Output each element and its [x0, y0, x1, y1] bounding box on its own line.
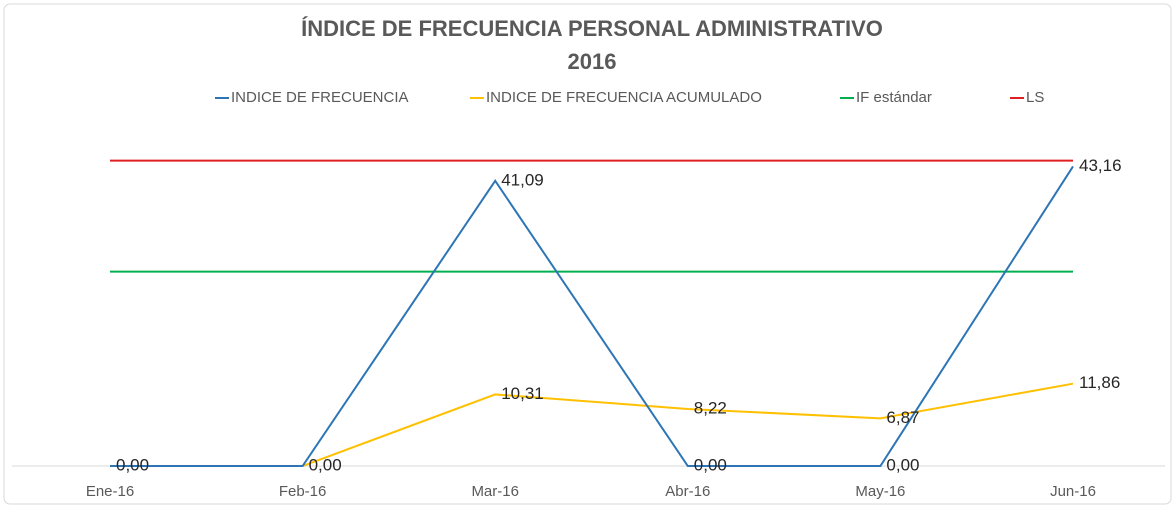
- x-tick-label: Abr-16: [665, 483, 710, 500]
- legend-label: INDICE DE FRECUENCIA: [231, 89, 409, 106]
- x-tick-label: Ene-16: [86, 483, 134, 500]
- x-tick-label: Mar-16: [471, 483, 519, 500]
- data-label: 6,87: [886, 408, 919, 427]
- legend-label: IF estándar: [856, 89, 932, 106]
- chart-frame: [3, 3, 1172, 505]
- x-tick-label: May-16: [855, 483, 905, 500]
- data-label: 11,86: [1079, 373, 1120, 392]
- data-label: 10,31: [501, 384, 544, 403]
- chart-title: 2016: [568, 49, 617, 74]
- data-label: 8,22: [694, 398, 727, 417]
- data-label: 43,16: [1079, 156, 1122, 175]
- data-label: 0,00: [694, 455, 727, 474]
- data-label: 0,00: [886, 455, 919, 474]
- series-line: [110, 165, 1074, 467]
- legend-label: INDICE DE FRECUENCIA ACUMULADO: [486, 89, 762, 106]
- legend-label: LS: [1026, 89, 1044, 106]
- data-label: 0,00: [116, 455, 149, 474]
- chart-title: ÍNDICE DE FRECUENCIA PERSONAL ADMINISTRA…: [301, 16, 883, 41]
- x-tick-label: Jun-16: [1050, 483, 1096, 500]
- x-tick-label: Feb-16: [279, 483, 327, 500]
- data-label: 0,00: [309, 455, 342, 474]
- data-label: 41,09: [501, 170, 544, 189]
